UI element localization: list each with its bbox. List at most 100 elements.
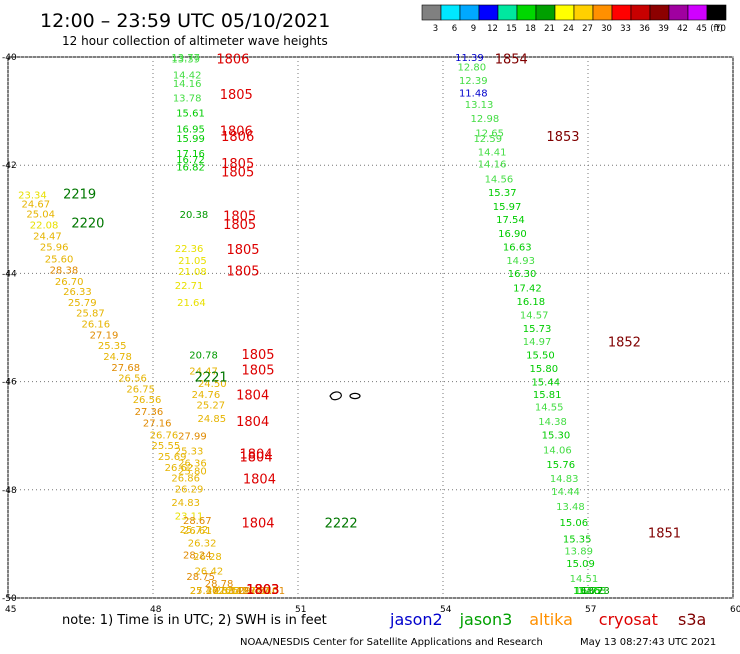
x-tick-label: 45 — [5, 605, 16, 615]
altika-label: 27.01 — [256, 586, 285, 597]
cryosat-label: 1805 — [220, 88, 253, 103]
altika-label: 24.78 — [103, 352, 132, 363]
jason3-label: 14.16 — [478, 159, 507, 170]
cryosat-label: 1805 — [221, 166, 254, 181]
altika-label: 26.38 — [206, 586, 235, 597]
jason3-label: 14.38 — [538, 417, 567, 428]
scale-swatch — [649, 4, 670, 21]
cryosat-label: 1805 — [223, 218, 256, 233]
altika-label: 27.36 — [135, 407, 164, 418]
y-tick-label: -42 — [2, 161, 17, 171]
jason3-label: 14.16 — [173, 79, 202, 90]
jason3-times-label: 2219 — [63, 188, 96, 203]
jason3-label: 15.97 — [493, 202, 522, 213]
cryosat-label: 1803 — [246, 583, 279, 598]
cryosat-label: 1804 — [243, 472, 276, 487]
jason3-label: 15.99 — [176, 134, 205, 145]
jason3-label: 14.44 — [551, 487, 580, 498]
altika-label: 24.67 — [22, 199, 51, 210]
jason3-label: 17.16 — [176, 149, 205, 160]
x-tick-label: 51 — [295, 605, 306, 615]
jason3-label: 13.39 — [171, 54, 200, 65]
jason3-label: 20.38 — [180, 210, 209, 221]
s3a-label: 1851 — [648, 526, 681, 541]
jason3-label: 12.65 — [475, 129, 504, 140]
cryosat-label: 1805 — [223, 209, 256, 224]
scale-value: 21 — [544, 24, 555, 34]
jason3-label: 15.37 — [488, 188, 517, 199]
scale-value: 6 — [452, 24, 457, 34]
scale-value: 36 — [639, 24, 650, 34]
jason3-label: 13.77 — [171, 53, 200, 64]
cryosat-label: 1803 — [246, 583, 279, 598]
altika-label: 25.69 — [158, 452, 187, 463]
jason3-label: 11.39 — [455, 53, 484, 64]
s3a-label: 1852 — [608, 335, 641, 350]
jason3-label: 17.42 — [513, 283, 542, 294]
jason3-label: 14.42 — [173, 71, 202, 82]
cryosat-label: 1805 — [241, 364, 274, 379]
altika-label: 24.47 — [189, 367, 218, 378]
jason3-label: 15.80 — [530, 364, 559, 375]
scale-swatch — [554, 4, 575, 21]
altika-label: 25.46 — [190, 586, 219, 597]
altika-label: 26.29 — [175, 485, 204, 496]
scale-swatch — [687, 4, 708, 21]
cryosat-label: 1804 — [236, 388, 269, 403]
jason3-label: 13.48 — [556, 502, 585, 513]
altika-label: 27.37 — [190, 586, 219, 597]
altika-label: 26.42 — [195, 567, 224, 578]
satellite-legend: jason2 jason3 altika cryosat s3a — [389, 610, 706, 629]
altika-label: 24.83 — [171, 498, 200, 509]
altika-label: 26.56 — [133, 395, 162, 406]
scale-value: 42 — [677, 24, 688, 34]
jason3-label: 15.30 — [542, 430, 571, 441]
altika-label: 25.27 — [197, 401, 226, 412]
altika-label: 24.85 — [197, 414, 226, 425]
scale-value: 70 — [715, 24, 726, 34]
jason3-times-label: 2221 — [195, 371, 228, 386]
footer-credit: NOAA/NESDIS Center for Satellite Applica… — [240, 637, 543, 648]
jason3-label: 18.23 — [581, 586, 610, 597]
altika-label: 25.80 — [178, 467, 207, 478]
scale-swatch — [459, 4, 480, 21]
scale-value: 15 — [506, 24, 517, 34]
altika-label: 25.72 — [180, 525, 209, 536]
altika-label: 25.87 — [76, 309, 105, 320]
altika-label: 26.75 — [126, 384, 155, 395]
jason3-label: 15.65 — [573, 586, 602, 597]
altika-label: 22.71 — [175, 281, 204, 292]
altika-label: 28.38 — [50, 265, 79, 276]
jason3-label: 16.18 — [516, 297, 545, 308]
jason3-label: 16.30 — [508, 269, 537, 280]
jason3-label: 16.82 — [176, 163, 205, 174]
altika-label: 24.76 — [192, 390, 221, 401]
jason3-label: 15.81 — [533, 390, 562, 401]
altika-label: 27.68 — [111, 363, 140, 374]
jason3-label: 14.97 — [523, 337, 552, 348]
scale-swatch — [497, 4, 518, 21]
cryosat-label: 1804 — [241, 517, 274, 532]
altika-label: 25.60 — [45, 255, 74, 266]
footer-note: note: 1) Time is in UTC; 2) SWH is in fe… — [62, 613, 327, 628]
scale-value: 12 — [487, 24, 498, 34]
jason3-label: 16.77 — [574, 586, 603, 597]
jason2-label: 11.48 — [459, 88, 488, 99]
cryosat-label: 1803 — [246, 583, 279, 598]
jason3-label: 14.51 — [570, 574, 599, 585]
scale-swatch — [668, 4, 689, 21]
altika-label: 27.14 — [213, 586, 242, 597]
altika-label: 26.33 — [63, 287, 92, 298]
island-outlines — [329, 391, 361, 401]
altika-label: 26.76 — [150, 430, 179, 441]
jason3-label: 15.61 — [176, 109, 205, 120]
altika-label: 28.24 — [183, 551, 212, 562]
scale-unit: (ft) — [710, 24, 723, 34]
y-tick-label: -48 — [2, 486, 17, 496]
altika-label: 22.36 — [175, 244, 204, 255]
y-tick-label: -50 — [2, 594, 17, 604]
jason3-label: 12.39 — [459, 76, 488, 87]
altika-label: 26.16 — [81, 320, 110, 331]
